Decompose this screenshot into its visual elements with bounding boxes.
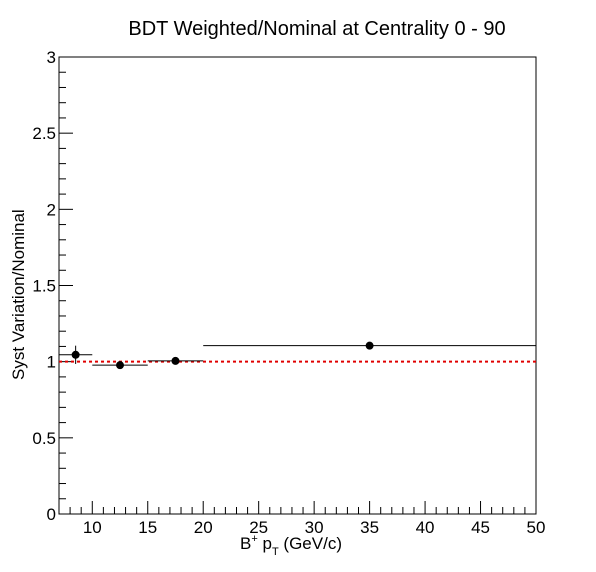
x-tick-label: 50 <box>527 518 546 537</box>
x-tick-label: 35 <box>360 518 379 537</box>
data-point <box>147 356 204 365</box>
x-tick-label: 10 <box>83 518 102 537</box>
x-tick-label: 25 <box>249 518 268 537</box>
x-tick-label: 20 <box>194 518 213 537</box>
plot-frame <box>58 56 537 515</box>
y-axis: 0 0.5 1 1.5 2 2.5 3 <box>32 48 73 524</box>
data-point <box>92 361 148 370</box>
x-tick-label: 15 <box>138 518 157 537</box>
y-axis-title: Syst Variation/Nominal <box>9 209 28 380</box>
data-marker <box>171 356 180 365</box>
y-tick-label: 0.5 <box>32 429 56 448</box>
x-axis-title-mid: p <box>258 534 272 553</box>
data-point <box>203 341 536 350</box>
data-marker <box>365 341 374 350</box>
x-tick-label: 45 <box>471 518 490 537</box>
data-point <box>59 345 93 364</box>
x-axis: 10 15 20 25 30 35 40 45 50 <box>58 501 546 537</box>
y-tick-label: 1 <box>47 353 56 372</box>
y-tick-label: 2.5 <box>32 124 56 143</box>
y-tick-label: 3 <box>47 48 56 67</box>
x-axis-title-tail: (GeV/c) <box>279 534 342 553</box>
data-marker <box>116 361 125 370</box>
y-tick-label: 2 <box>47 200 56 219</box>
x-axis-title: B+ pT (GeV/c) <box>240 533 342 558</box>
x-axis-title-subscript: T <box>272 546 279 558</box>
x-tick-label: 30 <box>305 518 324 537</box>
x-axis-title-base: B <box>240 534 251 553</box>
y-tick-label: 1.5 <box>32 277 56 296</box>
chart-title: BDT Weighted/Nominal at Centrality 0 - 9… <box>128 18 505 40</box>
x-axis-title-superscript: + <box>251 533 257 545</box>
data-points-group <box>59 341 536 370</box>
y-tick-label: 0 <box>47 505 56 524</box>
data-marker <box>71 350 80 359</box>
x-tick-label: 40 <box>416 518 435 537</box>
